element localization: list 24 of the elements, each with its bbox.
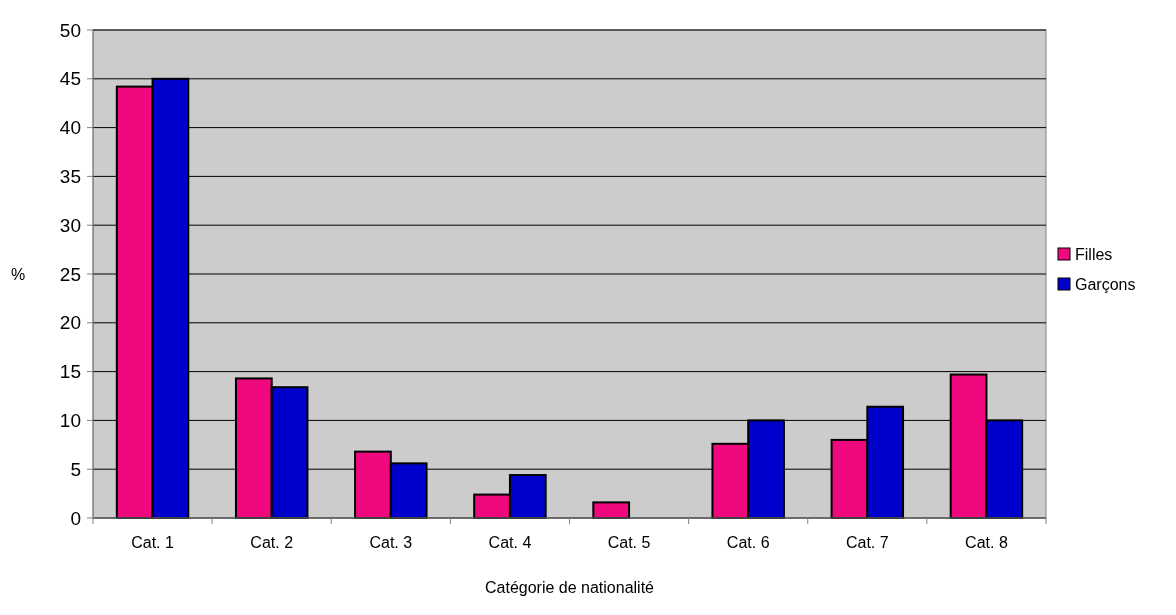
legend-label: Garçons xyxy=(1075,275,1136,293)
bar xyxy=(592,501,631,519)
y-tick-label: 5 xyxy=(70,458,81,480)
x-axis-title: Catégorie de nationalité xyxy=(484,579,655,596)
y-tick-label: 20 xyxy=(59,312,81,334)
y-tick-label: 45 xyxy=(59,68,81,90)
y-axis-title: % xyxy=(10,265,26,283)
y-tick-label: 35 xyxy=(59,166,81,188)
x-tick-label: Cat. 1 xyxy=(131,534,175,551)
x-tick-label: Cat. 7 xyxy=(845,534,889,551)
y-tick-label: 0 xyxy=(70,507,81,529)
x-tick-label: Cat. 6 xyxy=(726,534,770,551)
x-tick-label: Cat. 8 xyxy=(965,534,1008,551)
x-tick-label: Cat. 3 xyxy=(369,534,413,551)
y-tick-label: 25 xyxy=(59,263,81,285)
y-tick-label: 50 xyxy=(59,19,81,41)
y-tick-label: 40 xyxy=(59,117,81,139)
y-tick-label: 15 xyxy=(59,361,81,383)
x-tick-label: Cat. 4 xyxy=(488,534,532,551)
legend-label: Filles xyxy=(1075,245,1113,263)
y-tick-label: 30 xyxy=(59,214,81,236)
y-tick-label: 10 xyxy=(59,410,81,432)
x-tick-label: Cat. 2 xyxy=(250,534,294,551)
x-tick-label: Cat. 5 xyxy=(607,534,651,551)
